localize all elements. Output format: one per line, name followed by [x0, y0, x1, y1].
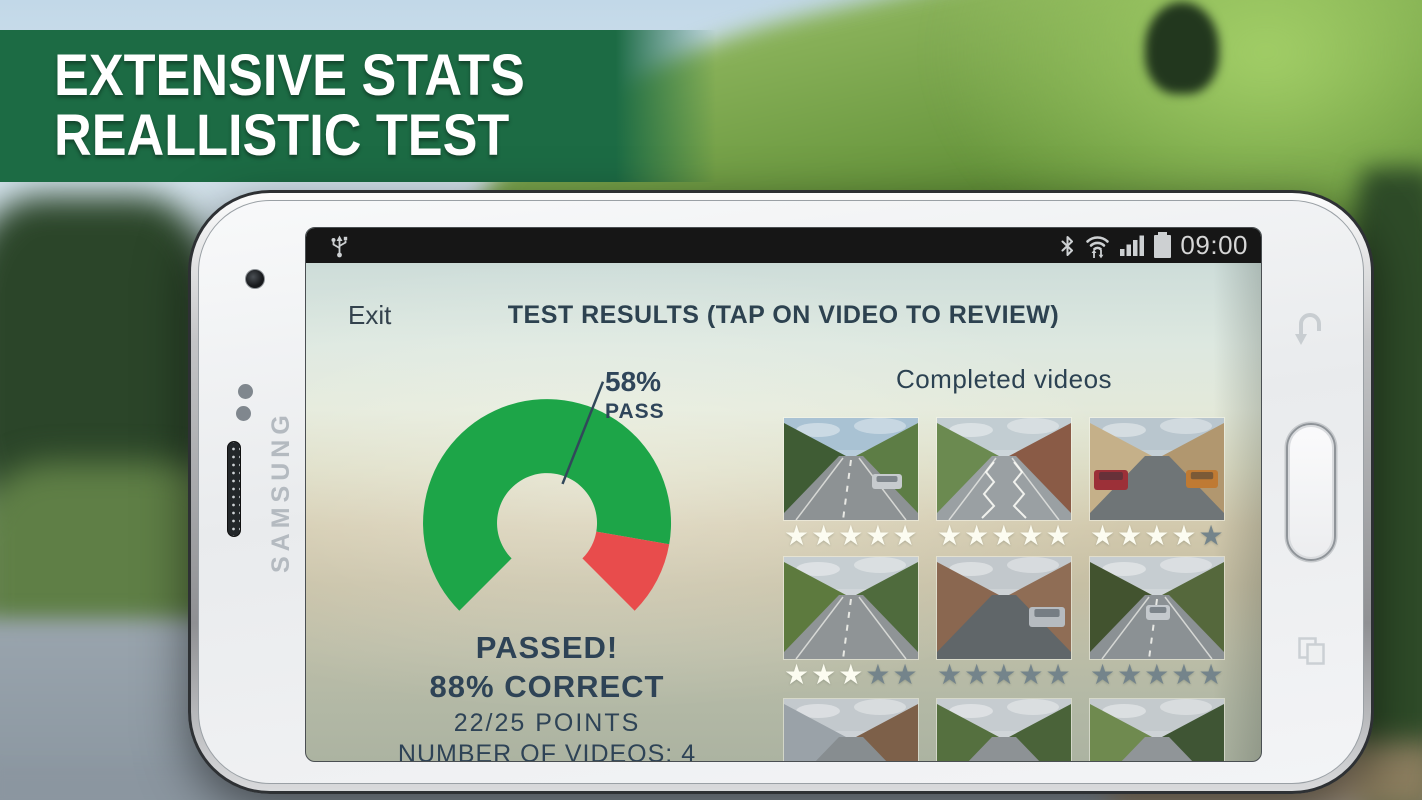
star-empty-icon: ★ — [892, 658, 920, 691]
star-filled-icon: ★ — [892, 519, 920, 552]
star-rating-6: ★★★★★ — [1090, 660, 1224, 692]
star-filled-icon: ★ — [1045, 519, 1073, 552]
proximity-sensor-icon — [238, 384, 253, 399]
star-empty-icon: ★ — [1144, 658, 1172, 691]
gauge-pass-mark-sublabel: PASS — [605, 400, 665, 423]
star-filled-icon: ★ — [838, 658, 866, 691]
star-filled-icon: ★ — [1171, 519, 1199, 552]
video-thumbnail-8[interactable] — [937, 699, 1071, 761]
video-thumbnail-5[interactable] — [937, 557, 1071, 659]
star-empty-icon: ★ — [865, 658, 893, 691]
wifi-icon — [1086, 236, 1110, 259]
result-status: PASSED! — [475, 630, 619, 665]
result-score: 88% CORRECT — [429, 669, 665, 704]
star-filled-icon: ★ — [811, 658, 839, 691]
star-empty-icon: ★ — [1198, 519, 1226, 552]
exit-button[interactable]: Exit — [348, 300, 392, 330]
video-thumbnail-9[interactable] — [1090, 699, 1224, 761]
star-filled-icon: ★ — [784, 519, 812, 552]
star-rating-1: ★★★★★ — [784, 521, 918, 553]
back-icon[interactable] — [1292, 309, 1326, 347]
result-video-count: NUMBER OF VIDEOS: 4 — [397, 740, 697, 762]
star-filled-icon: ★ — [937, 519, 965, 552]
star-filled-icon: ★ — [1018, 519, 1046, 552]
app-screen: 09:00 Exit TEST RESULTS (TAP ON VIDEO TO… — [305, 227, 1262, 762]
status-time: 09:00 — [1180, 230, 1248, 260]
star-rating-5: ★★★★★ — [937, 660, 1071, 692]
star-filled-icon: ★ — [865, 519, 893, 552]
video-thumbnail-1[interactable] — [784, 418, 918, 520]
star-empty-icon: ★ — [1018, 658, 1046, 691]
video-thumbnail-6[interactable] — [1090, 557, 1224, 659]
star-empty-icon: ★ — [937, 658, 965, 691]
promo-banner: EXTENSIVE STATS REALLISTIC TEST — [0, 30, 716, 182]
gauge-pass-mark-label: 58% — [605, 366, 662, 397]
star-empty-icon: ★ — [991, 658, 1019, 691]
completed-videos-title: Completed videos — [895, 364, 1113, 394]
results-panel: PASSED! 88% CORRECT 22/25 POINTS NUMBER … — [347, 228, 747, 761]
star-filled-icon: ★ — [1117, 519, 1145, 552]
video-thumbnail-3[interactable] — [1090, 418, 1224, 520]
star-empty-icon: ★ — [1198, 658, 1226, 691]
recent-apps-icon[interactable] — [1298, 637, 1325, 666]
star-empty-icon: ★ — [964, 658, 992, 691]
status-bar: 09:00 — [306, 228, 1261, 263]
light-sensor-icon — [236, 406, 251, 421]
video-thumbnail-7[interactable] — [784, 699, 918, 761]
video-thumbnail-4[interactable] — [784, 557, 918, 659]
battery-icon — [1154, 231, 1172, 258]
star-filled-icon: ★ — [1144, 519, 1172, 552]
signal-icon — [1120, 235, 1145, 256]
phone-mockup: SAMSUNG — [188, 190, 1374, 794]
star-filled-icon: ★ — [1090, 519, 1118, 552]
result-points: 22/25 POINTS — [453, 709, 641, 737]
bluetooth-icon — [1061, 235, 1074, 256]
star-empty-icon: ★ — [1171, 658, 1199, 691]
star-filled-icon: ★ — [964, 519, 992, 552]
brand-logo: SAMSUNG — [267, 410, 295, 573]
earpiece-speaker — [227, 441, 241, 537]
star-filled-icon: ★ — [811, 519, 839, 552]
page-title: TEST RESULTS (TAP ON VIDEO TO REVIEW) — [507, 301, 1060, 329]
star-rating-2: ★★★★★ — [937, 521, 1071, 553]
pass-gauge — [423, 381, 672, 611]
home-button[interactable] — [1286, 423, 1336, 561]
background-tree — [1145, 2, 1219, 94]
banner-title-line2: REALLISTIC TEST — [54, 103, 510, 168]
video-thumbnail-2[interactable] — [937, 418, 1071, 520]
star-empty-icon: ★ — [1117, 658, 1145, 691]
star-filled-icon: ★ — [784, 658, 812, 691]
star-filled-icon: ★ — [991, 519, 1019, 552]
star-rating-4: ★★★★★ — [784, 660, 918, 692]
usb-icon — [331, 235, 348, 257]
star-empty-icon: ★ — [1090, 658, 1118, 691]
star-rating-3: ★★★★★ — [1090, 521, 1224, 553]
banner-title-line1: EXTENSIVE STATS — [54, 43, 525, 108]
completed-videos-grid: ★★★★★ ★★★★★ ★★★★★ ★★★★★ ★★★★★ ★★★★★ — [306, 228, 1261, 761]
star-filled-icon: ★ — [838, 519, 866, 552]
star-empty-icon: ★ — [1045, 658, 1073, 691]
front-camera-icon — [245, 269, 265, 289]
